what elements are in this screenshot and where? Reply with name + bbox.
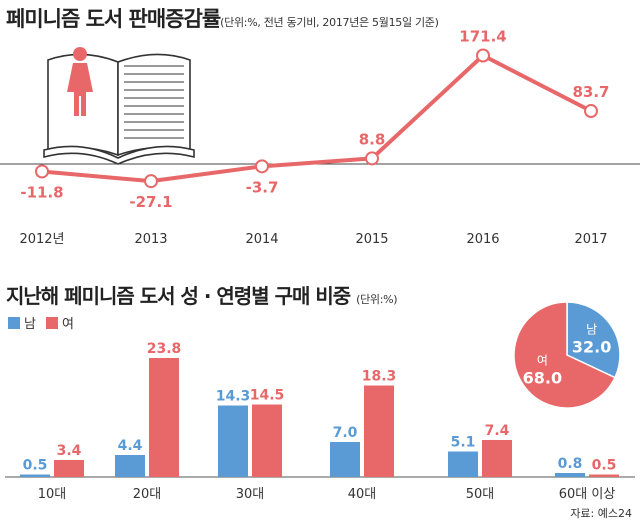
line-series	[41, 53, 592, 184]
line-point	[255, 159, 269, 174]
book-icon	[43, 47, 195, 165]
bar-label-female: 7.4	[485, 423, 510, 439]
legend-label-male: 남	[24, 317, 36, 332]
line-point	[35, 164, 49, 179]
x-tick-label: 2016	[466, 232, 499, 247]
bar-label-female: 23.8	[147, 341, 182, 357]
legend-label-female: 여	[61, 317, 74, 332]
line-chart-title: 페미니즘 도서 판매증감률(단위:%, 전년 동기비, 2017년은 5월15일…	[6, 7, 439, 31]
bar-chart-title: 지난해 페미니즘 도서 성 · 연령별 구매 비중 (단위:%)	[6, 284, 398, 308]
pie-value-female: 68.0	[523, 369, 562, 388]
bar-label-female: 18.3	[362, 369, 397, 385]
bar-label-female: 3.4	[57, 443, 82, 459]
bar-label-male: 4.4	[118, 438, 143, 454]
source-note: 자료: 예스24	[570, 507, 632, 520]
bar-male	[20, 474, 50, 477]
pie-name-male: 남	[586, 322, 597, 336]
x-tick-label: 2015	[355, 232, 388, 247]
line-point	[144, 174, 158, 189]
legend-swatch-female	[45, 316, 58, 329]
bar-label-male: 7.0	[333, 425, 358, 441]
pie-slice-female	[513, 301, 616, 409]
line-data-label: -3.7	[246, 178, 279, 196]
pie-name-female: 여	[537, 354, 548, 368]
line-data-label: -27.1	[129, 193, 172, 211]
category-label: 40대	[348, 487, 377, 502]
bar-female	[589, 474, 619, 477]
line-point	[584, 104, 598, 119]
line-data-label: 8.8	[359, 130, 386, 148]
bar-label-female: 0.5	[592, 458, 617, 474]
legend-swatch-male	[8, 316, 20, 329]
category-label: 10대	[38, 487, 67, 502]
line-point	[476, 48, 490, 63]
bar-label-male: 14.3	[216, 389, 251, 405]
bar-male	[115, 455, 145, 477]
pie-slice-male	[566, 301, 621, 379]
category-label: 20대	[133, 487, 162, 502]
bar-male	[448, 451, 478, 477]
category-label: 30대	[236, 487, 265, 502]
bar-legend: 남 여	[8, 313, 74, 332]
bar-female	[252, 404, 282, 477]
bar-female	[149, 358, 179, 477]
x-tick-label: 2017	[574, 232, 607, 247]
bar-chart-subtitle: (단위:%)	[356, 293, 398, 306]
line-data-label: -11.8	[20, 183, 63, 201]
line-point	[365, 151, 379, 166]
x-tick-label: 2013	[134, 232, 167, 247]
line-data-label: 83.7	[572, 83, 609, 101]
bar-female	[54, 460, 84, 477]
bar-male	[218, 405, 248, 477]
x-tick-label: 2014	[245, 232, 278, 247]
bar-female	[482, 440, 512, 477]
line-data-label: 171.4	[459, 28, 506, 46]
x-tick-label: 2012년	[19, 232, 64, 247]
pie-value-male: 32.0	[572, 337, 611, 356]
bar-label-female: 14.5	[250, 388, 285, 404]
bar-male	[330, 442, 360, 477]
bar-label-male: 0.8	[558, 456, 583, 472]
bar-label-male: 0.5	[23, 458, 48, 474]
category-label: 50대	[466, 487, 495, 502]
line-chart-subtitle: (단위:%, 전년 동기비, 2017년은 5월15일 기준)	[220, 16, 439, 29]
bar-label-male: 5.1	[451, 435, 476, 451]
category-label: 60대 이상	[559, 487, 616, 502]
bar-female	[364, 385, 394, 477]
bar-male	[555, 473, 585, 477]
